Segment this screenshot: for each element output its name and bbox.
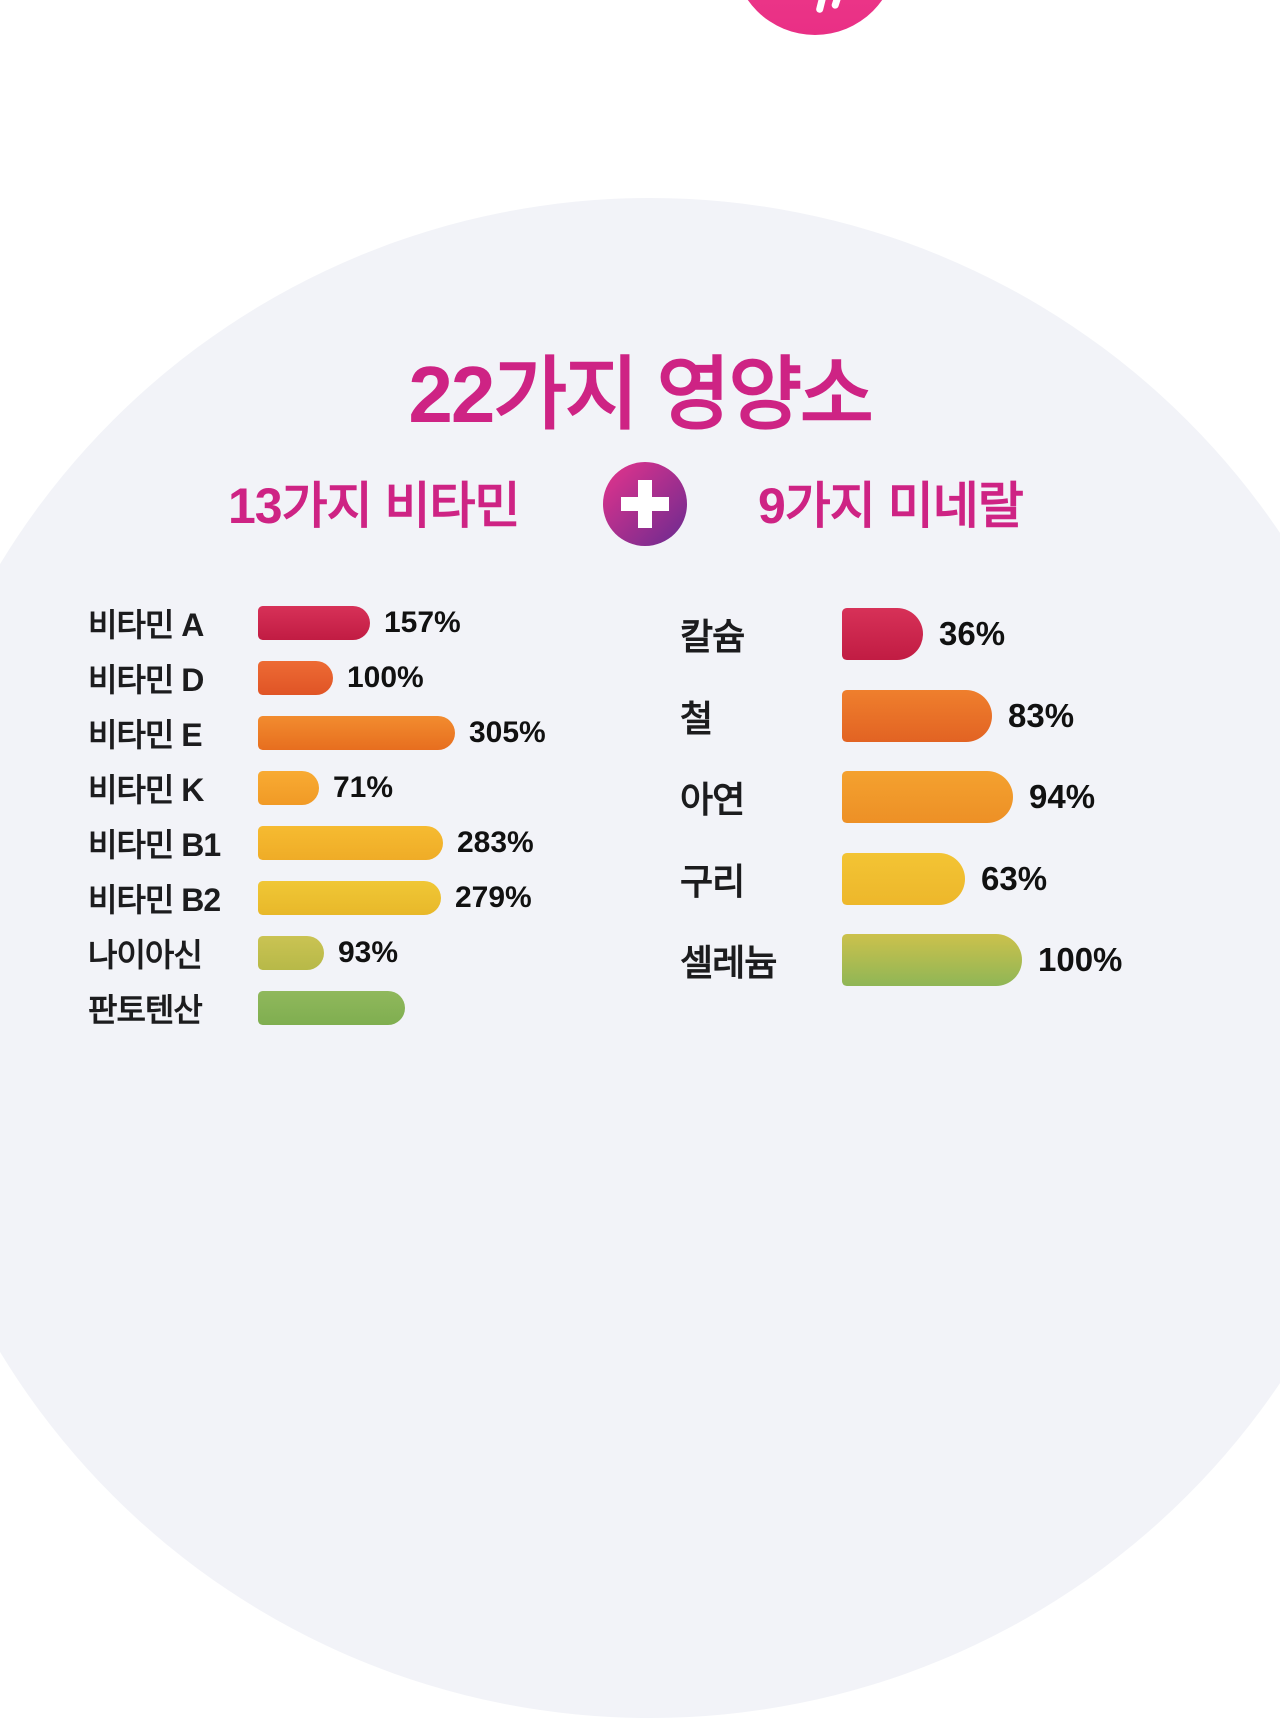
nutrient-value: 305% [469,715,546,749]
sparkle-mark-icon [815,0,828,14]
nutrient-label: 비타민 D [88,661,204,698]
nutrient-label: 비타민 E [88,716,203,753]
nutrient-bar [258,715,455,750]
vitamins-subtitle: 13가지 비타민 [228,478,521,534]
vitamin-row: 판토텐산 [88,980,419,1035]
nutrient-label: 구리 [680,860,745,902]
nutrient-value: 94% [1029,778,1096,815]
nutrient-label: 비타민 B2 [88,881,221,918]
vitamin-bar-chart: 비타민 A 157% 비타민 D 100% 비타민 E 305% 비타민 K 71% 비타민 B… [88,595,688,1028]
nutrient-bar [842,608,923,660]
vitamin-row: 비타민 K 71% [88,760,393,815]
nutrient-value: 71% [333,770,394,804]
vitamin-row: 비타민 D 100% [88,650,424,705]
nutrient-value: 100% [347,660,424,694]
plus-icon [603,462,687,546]
nutrient-value: 100% [1038,941,1123,978]
nutrient-label: 아연 [680,779,745,820]
nutrient-bar [842,771,1013,823]
vitamin-row: 나이아신 93% [88,925,398,980]
mineral-row: 철 83% [680,677,1074,755]
nutrient-bar [258,880,441,915]
nutrient-label: 셀레늄 [680,942,777,983]
nutrient-label: 비타민 A [88,606,204,643]
nutrient-bar [258,935,324,970]
minerals-subtitle: 9가지 미네랄 [758,478,1024,534]
nutrient-value: 283% [457,825,534,859]
page-title: 22가지 영양소 [408,350,873,439]
vitamin-row: 비타민 B1 283% [88,815,534,870]
nutrient-label: 비타민 K [88,771,204,808]
mineral-row: 셀레늄 100% [680,921,1122,999]
vitamin-row: 비타민 A 157% [88,595,461,650]
nutrient-bar [842,852,965,905]
nutrient-bar [258,825,443,860]
nutrient-value: 279% [455,880,532,914]
nutrient-label: 칼슘 [680,616,745,657]
vitamin-row: 비타민 E 305% [88,705,546,760]
vitamin-row: 비타민 B2 279% [88,870,532,925]
nutrient-value: 157% [384,605,461,639]
nutrient-value: 83% [1008,696,1075,734]
nutrient-value: 93% [338,935,399,969]
nutrient-label: 철 [680,697,713,739]
sparkle-mark-icon [830,0,845,10]
nutrient-label: 비타민 B1 [88,826,221,863]
nutrient-bar [258,770,319,805]
mineral-row: 아연 94% [680,758,1095,836]
plus-icon-bar [638,480,652,528]
nutrient-bar [258,990,405,1025]
mineral-row: 칼슘 36% [680,595,1005,673]
nutrient-bar [842,934,1022,986]
nutrient-label: 판토텐산 [88,991,203,1028]
nutrient-label: 나이아신 [88,936,203,973]
mineral-bar-chart: 칼슘 36% 철 83% 아연 94% 구리 63% 셀레늄 100% [680,595,1260,1000]
nutrient-bar [258,660,333,695]
nutrient-value: 63% [981,859,1048,897]
pink-blob-decoration [733,0,897,35]
mineral-row: 구리 63% [680,840,1047,918]
nutrient-bar [842,689,992,742]
nutrient-bar [258,605,370,640]
nutrient-value: 36% [939,615,1006,652]
